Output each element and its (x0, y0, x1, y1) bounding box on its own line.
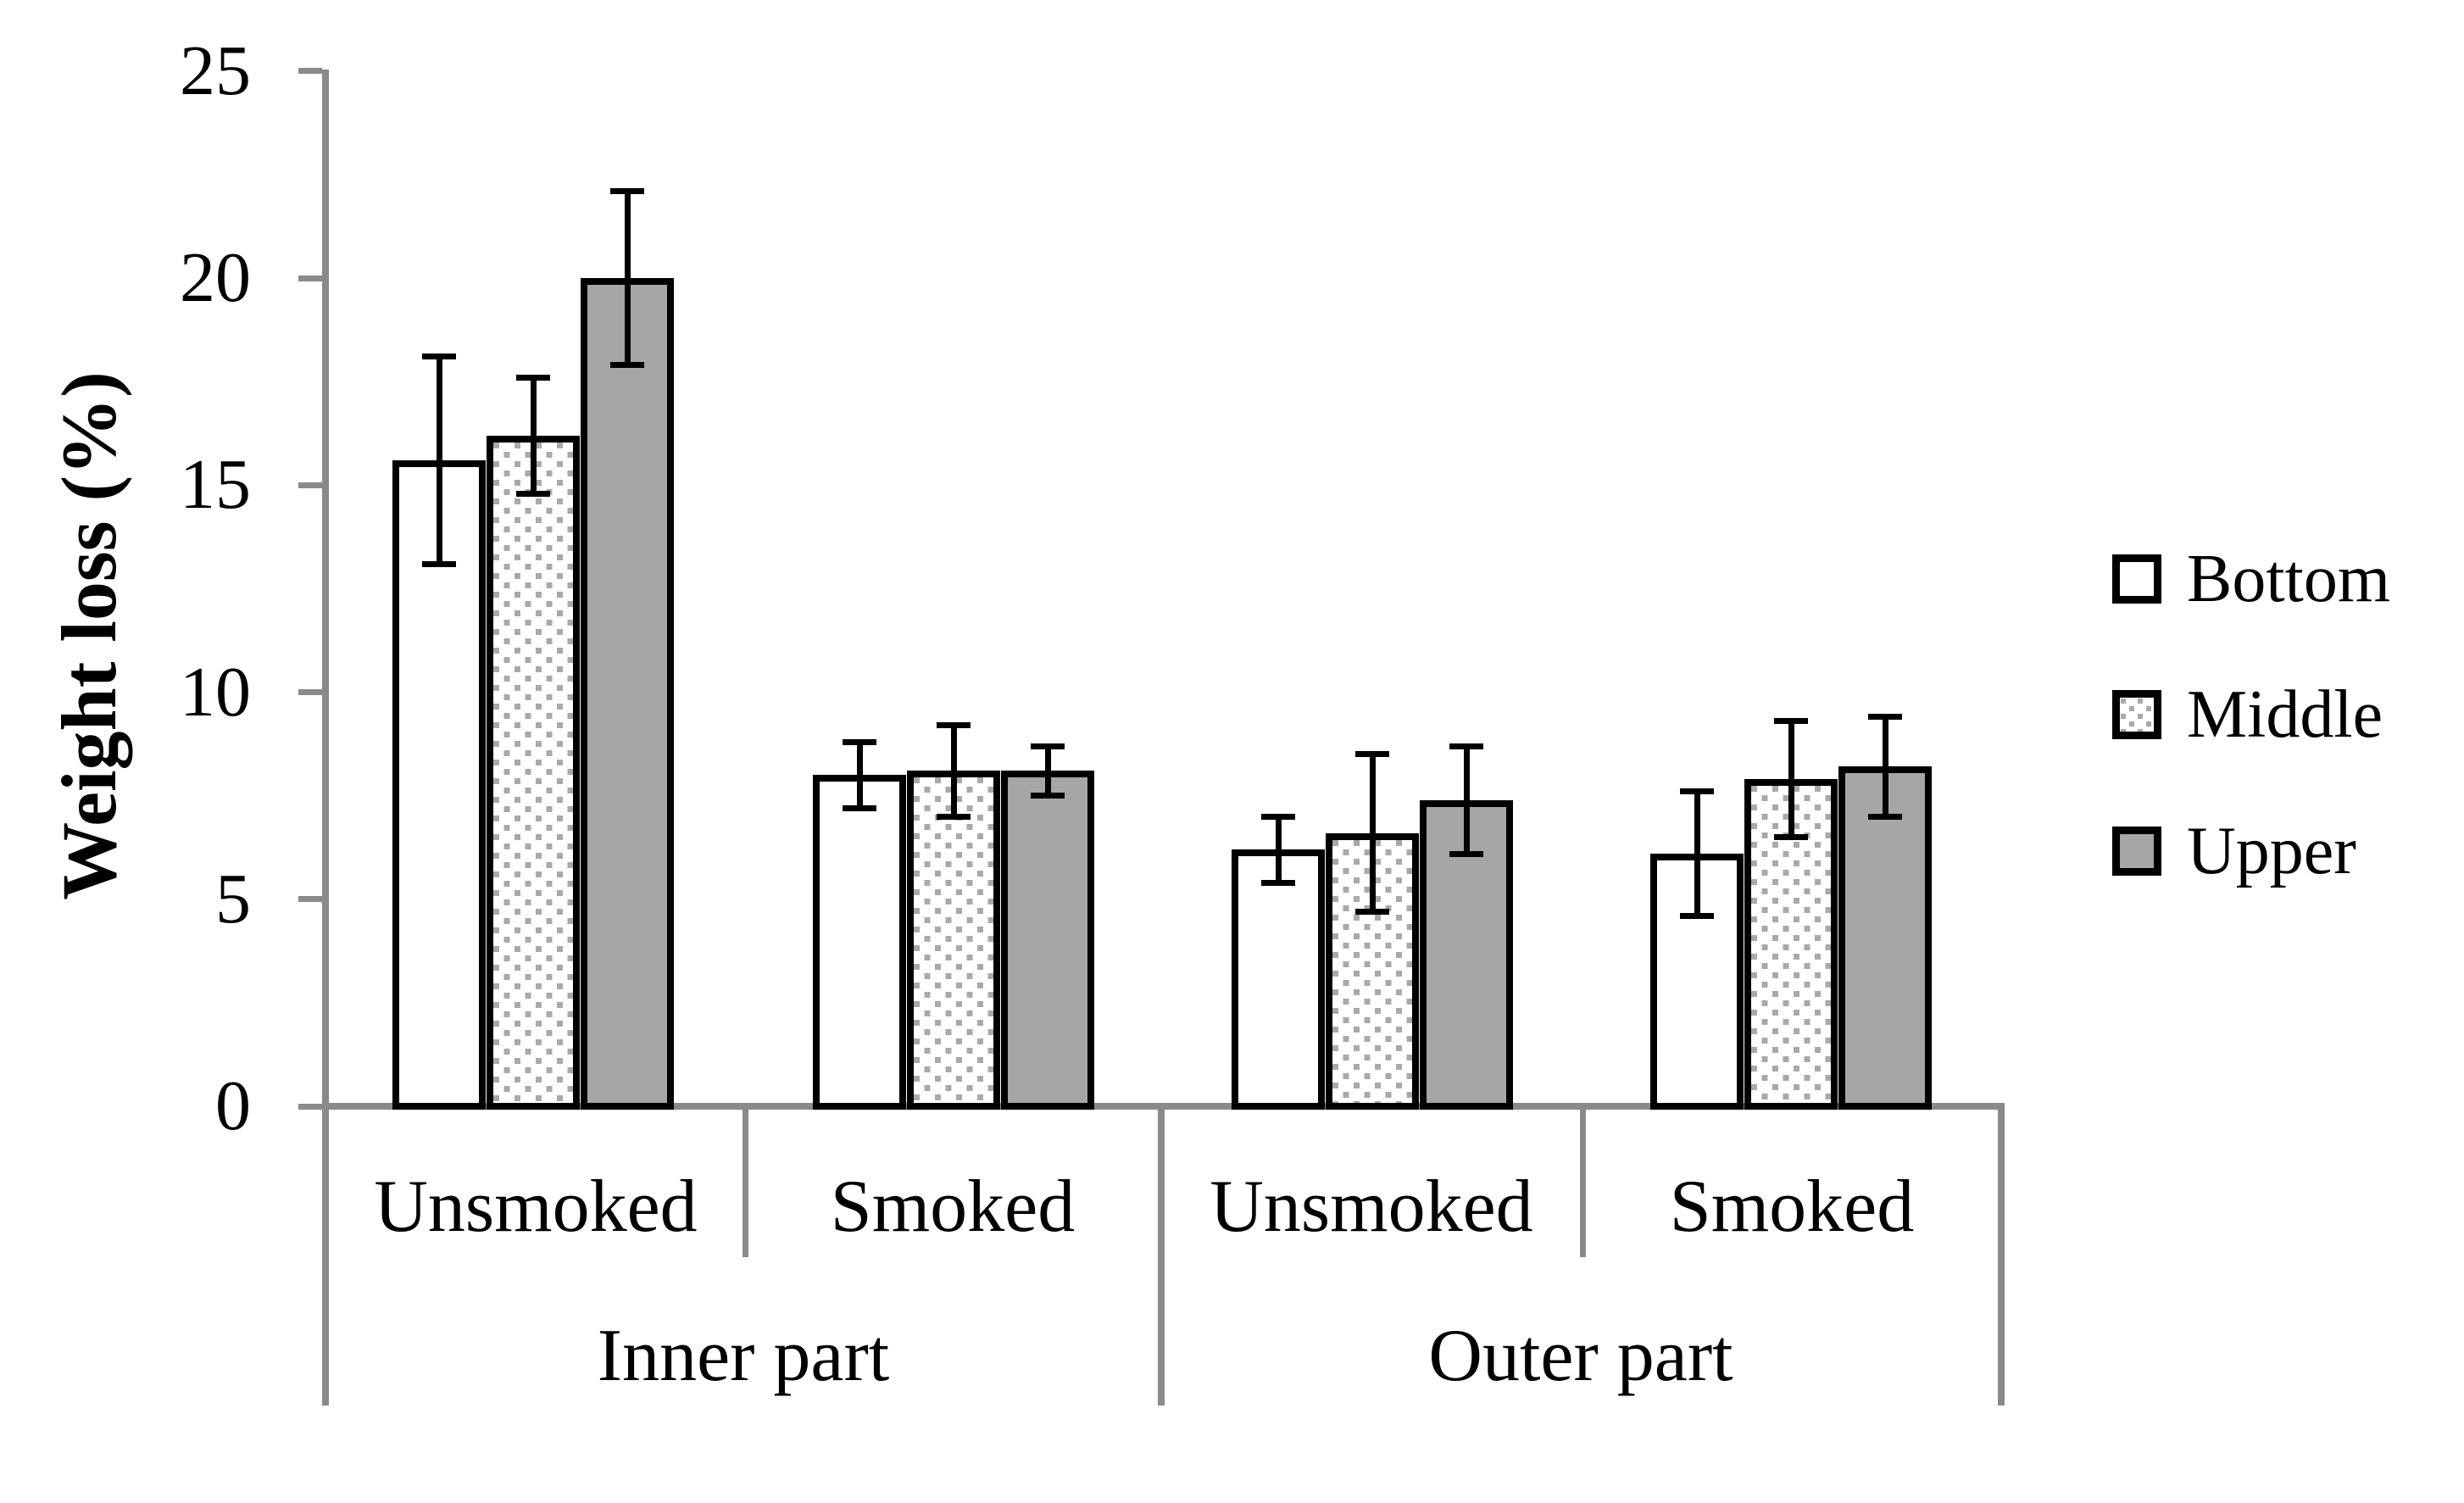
error-bar-line-bottom-g3 (1275, 816, 1282, 883)
bar-middle-g2 (907, 771, 1000, 1110)
legend-label-upper: Upper (2187, 814, 2356, 888)
bar-upper-g2 (1001, 771, 1094, 1110)
error-bar-line-middle-g1 (530, 377, 537, 493)
error-bar-cap-top-upper-g4 (1868, 714, 1902, 721)
error-bar-cap-top-bottom-g2 (843, 738, 876, 745)
error-bar-line-middle-g4 (1788, 721, 1794, 838)
y-axis-line (322, 70, 329, 1406)
error-bar-cap-top-middle-g1 (516, 374, 550, 381)
category-label: Unsmoked (1210, 1166, 1533, 1248)
error-bar-cap-bottom-bottom-g3 (1261, 879, 1295, 886)
error-bar-cap-bottom-bottom-g4 (1680, 912, 1714, 919)
error-bar-line-middle-g2 (950, 725, 957, 817)
error-bar-cap-bottom-middle-g3 (1355, 908, 1389, 915)
legend-label-middle: Middle (2187, 677, 2383, 752)
y-tick-label: 15 (180, 445, 251, 525)
error-bar-line-middle-g3 (1369, 754, 1376, 912)
error-bar-cap-top-upper-g1 (610, 187, 644, 194)
y-tick-label: 0 (215, 1066, 251, 1145)
category-label: Smoked (830, 1166, 1076, 1248)
bar-upper-g1 (581, 278, 674, 1110)
error-bar-line-bottom-g2 (856, 742, 863, 809)
group-separator (1998, 1110, 2005, 1406)
legend-swatch-upper (2112, 827, 2161, 876)
category-label: Smoked (1669, 1166, 1915, 1248)
error-bar-line-bottom-g1 (436, 356, 442, 565)
error-bar-cap-bottom-middle-g1 (516, 490, 550, 497)
y-tick (298, 482, 322, 488)
group-label: Inner part (597, 1315, 890, 1397)
error-bar-line-upper-g3 (1463, 746, 1470, 854)
category-label: Unsmoked (374, 1166, 698, 1248)
error-bar-line-upper-g4 (1882, 716, 1888, 817)
error-bar-cap-bottom-upper-g4 (1868, 813, 1902, 820)
error-bar-cap-bottom-bottom-g1 (422, 560, 456, 567)
error-bar-cap-top-middle-g2 (937, 722, 971, 729)
legend-swatch-bottom (2112, 554, 2161, 604)
error-bar-cap-bottom-upper-g3 (1449, 850, 1483, 857)
y-tick (298, 275, 322, 281)
bar-bottom-g2 (813, 775, 906, 1110)
error-bar-line-bottom-g4 (1694, 791, 1700, 916)
group-label: Outer part (1428, 1315, 1733, 1397)
bar-bottom-g3 (1232, 849, 1325, 1110)
y-tick-label: 10 (180, 652, 251, 732)
category-separator (1580, 1110, 1586, 1257)
bar-bottom-g1 (392, 459, 486, 1110)
error-bar-cap-top-middle-g4 (1774, 718, 1808, 725)
y-tick-label: 20 (180, 238, 251, 317)
error-bar-cap-bottom-bottom-g2 (843, 804, 876, 811)
error-bar-line-upper-g1 (624, 191, 631, 365)
x-axis-line (322, 1103, 2005, 1110)
legend-label-bottom: Bottom (2187, 542, 2391, 616)
y-tick (298, 896, 322, 903)
y-tick (298, 689, 322, 695)
group-separator (1158, 1110, 1165, 1406)
error-bar-cap-bottom-upper-g1 (610, 362, 644, 369)
error-bar-cap-top-bottom-g1 (422, 353, 456, 360)
error-bar-cap-bottom-upper-g2 (1031, 793, 1065, 799)
y-tick (298, 68, 322, 75)
error-bar-line-upper-g2 (1044, 746, 1051, 796)
bar-middle-g1 (487, 435, 580, 1110)
y-tick-label: 5 (215, 859, 251, 938)
error-bar-cap-top-upper-g2 (1031, 743, 1065, 749)
y-tick (298, 1103, 322, 1110)
bar-upper-g4 (1838, 766, 1932, 1110)
error-bar-cap-top-middle-g3 (1355, 751, 1389, 758)
legend-swatch-middle (2112, 690, 2161, 739)
error-bar-cap-top-bottom-g4 (1680, 788, 1714, 795)
error-bar-cap-bottom-middle-g4 (1774, 833, 1808, 840)
error-bar-cap-top-bottom-g3 (1261, 813, 1295, 820)
category-separator (743, 1110, 748, 1257)
y-tick-label: 25 (180, 31, 251, 110)
error-bar-cap-top-upper-g3 (1449, 743, 1483, 749)
error-bar-cap-bottom-middle-g2 (937, 813, 971, 820)
